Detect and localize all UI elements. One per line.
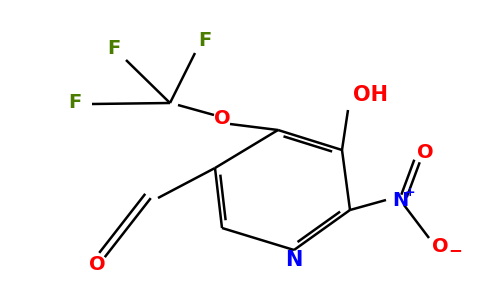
Text: O: O [417,143,433,163]
Text: O: O [214,109,230,128]
Text: N: N [392,190,408,209]
Text: −: − [448,241,462,259]
Text: O: O [432,238,448,256]
Text: OH: OH [352,85,388,105]
Text: N: N [285,250,302,270]
Text: F: F [107,38,121,58]
Text: O: O [89,256,106,274]
Text: F: F [68,92,82,112]
Text: +: + [405,185,415,199]
Text: F: F [198,31,212,50]
